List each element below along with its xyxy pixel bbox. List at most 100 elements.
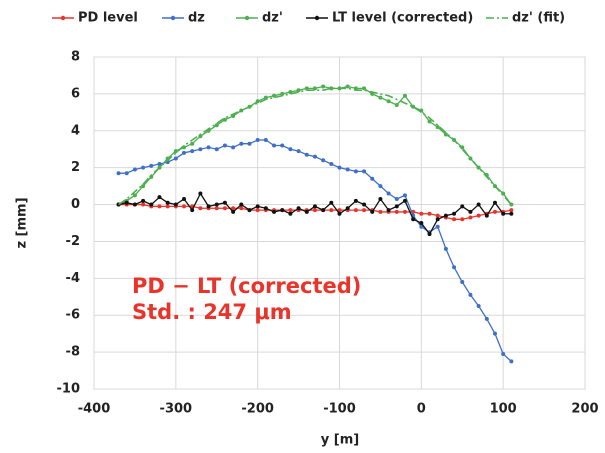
data-point [329,161,334,166]
data-point [460,204,465,209]
y-tick-label: -8 [66,345,80,360]
data-point [435,125,440,130]
x-tick-label: -200 [241,402,274,417]
data-point [247,141,252,146]
data-point [280,208,285,213]
data-point [484,213,489,218]
data-point [362,86,367,91]
data-point [443,213,448,218]
data-point [427,211,432,216]
data-point [239,141,244,146]
legend-marker [314,15,320,21]
data-point [329,86,334,91]
data-point [141,184,146,189]
data-point [468,209,473,214]
data-point [460,145,465,150]
legend-marker [170,15,176,21]
data-point [280,143,285,148]
data-point [239,206,244,211]
data-point [394,102,399,107]
data-point [378,184,383,189]
data-point [304,209,309,214]
data-point [222,143,227,148]
data-point [402,93,407,98]
data-point [509,211,514,216]
data-point [198,206,203,211]
data-point [263,206,268,211]
data-point [165,200,170,205]
data-point [443,132,448,137]
data-point [362,202,367,207]
data-point [460,280,465,285]
data-point [321,208,326,213]
data-point [231,206,236,211]
data-point [419,211,424,216]
data-point [476,213,481,218]
data-point [353,169,358,174]
x-tick-label: -400 [78,402,111,417]
legend-label: PD level [78,11,138,26]
data-point [337,208,342,213]
data-point [312,154,317,159]
data-point [492,331,497,336]
data-point [484,316,489,321]
y-tick-label: 6 [71,86,80,101]
data-point [386,99,391,104]
data-point [296,149,301,154]
data-point [280,91,285,96]
data-point [419,224,424,229]
data-point [370,209,375,214]
data-point [345,167,350,172]
data-point [198,191,203,196]
y-tick-label: -6 [66,308,80,323]
data-point [190,141,195,146]
data-point [239,202,244,207]
data-point [345,206,350,211]
legend-marker [60,15,66,21]
data-point [509,359,514,364]
legend-label: dz' (fit) [512,11,565,26]
data-point [272,209,277,214]
data-point [124,171,129,176]
data-point [402,209,407,214]
data-point [394,204,399,209]
data-point [476,202,481,207]
data-point [509,208,514,213]
x-tick-label: 200 [571,402,598,417]
data-point [435,217,440,222]
data-point [394,197,399,202]
data-point [452,265,457,270]
series-line [118,139,512,362]
data-point [149,174,154,179]
data-point [452,217,457,222]
data-point [329,200,334,205]
data-point [198,134,203,139]
y-tick-label: 2 [71,160,80,175]
y-tick-label: -4 [66,271,80,286]
data-point [427,232,432,237]
data-point [182,150,187,155]
data-point [222,206,227,211]
data-point [231,209,236,214]
y-tick-label: -10 [57,382,81,397]
data-point [173,149,178,154]
legend-label: LT level (corrected) [332,11,473,26]
data-point [492,200,497,205]
data-point [362,169,367,174]
data-point [255,208,260,213]
data-point [214,206,219,211]
data-point [206,145,211,150]
data-point [288,147,293,152]
data-point [214,147,219,152]
data-point [182,197,187,202]
data-point [157,161,162,166]
y-tick-label: 8 [71,50,80,65]
series-line [118,85,512,206]
data-point [312,204,317,209]
data-point [222,200,227,205]
data-point [468,215,473,220]
data-point [501,351,506,356]
data-point [231,145,236,150]
data-point [345,84,350,89]
